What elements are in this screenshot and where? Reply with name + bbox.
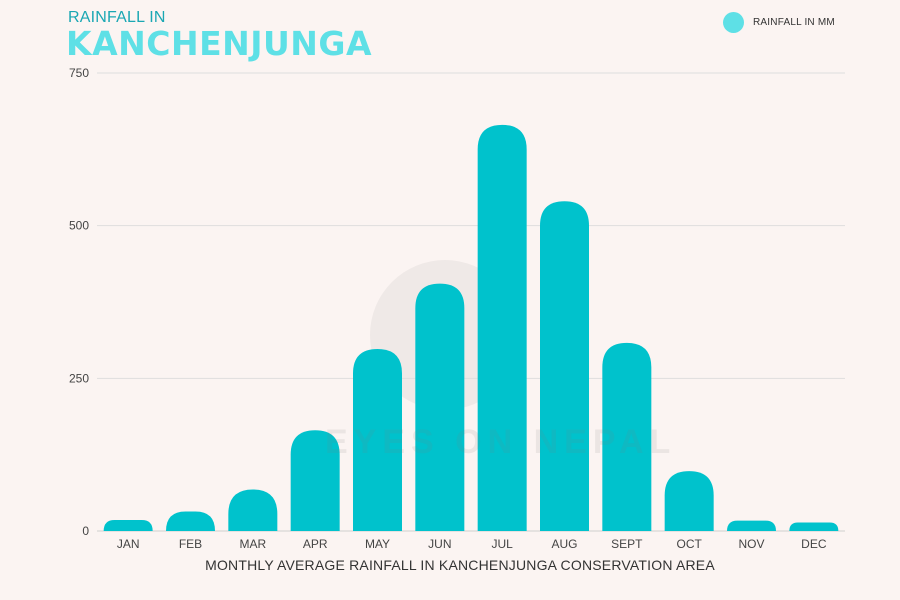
bar-may (353, 349, 402, 531)
bar-apr (290, 430, 340, 531)
x-tick-label: MAY (365, 537, 390, 551)
x-tick-label: JUN (428, 537, 451, 551)
bar-jul (477, 124, 527, 531)
bar-jan (103, 520, 153, 531)
x-tick-label: NOV (738, 537, 764, 551)
x-tick-label: JUL (491, 537, 513, 551)
bar-oct (664, 471, 714, 531)
bar-mar (228, 489, 278, 531)
grid-lines (97, 72, 845, 532)
x-tick-label: APR (303, 537, 328, 551)
chart-subtitle: RAINFALL IN (68, 9, 166, 26)
x-tick-label: JAN (117, 537, 140, 551)
x-tick-label: MAR (239, 537, 266, 551)
y-tick-label: 500 (69, 219, 89, 233)
watermark-text: EYES ON NEPAL (325, 423, 677, 461)
legend-swatch (723, 12, 744, 33)
bar-nov (727, 520, 776, 531)
bar-feb (166, 511, 215, 531)
legend: RAINFALL IN MM (723, 12, 835, 33)
legend-label: RAINFALL IN MM (753, 17, 835, 28)
y-tick-label: 250 (69, 371, 89, 385)
x-tick-label: SEPT (611, 537, 643, 551)
x-tick-label: AUG (551, 537, 577, 551)
bar-sept (602, 342, 652, 531)
bar-jun (415, 283, 465, 531)
x-axis-ticks: JAN FEB MAR APR MAY JUN JUL AUG SEPT OCT NOV DEC (117, 537, 827, 551)
bar-aug (540, 201, 589, 532)
x-tick-label: DEC (801, 537, 827, 551)
x-axis-label: MONTHLY AVERAGE RAINFALL IN KANCHENJUNGA… (205, 557, 715, 573)
y-axis-ticks: 0 250 500 750 (69, 66, 89, 538)
bar-dec (789, 522, 839, 531)
chart-title: KANCHENJUNGA (66, 24, 373, 63)
x-tick-label: FEB (179, 537, 202, 551)
y-tick-label: 750 (69, 66, 89, 80)
y-tick-label: 0 (82, 524, 89, 538)
bars (103, 124, 839, 532)
x-tick-label: OCT (676, 537, 702, 551)
